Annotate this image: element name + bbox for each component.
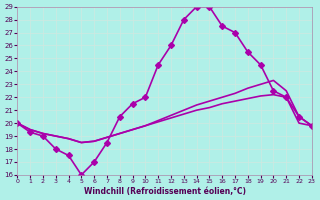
X-axis label: Windchill (Refroidissement éolien,°C): Windchill (Refroidissement éolien,°C) [84,187,245,196]
